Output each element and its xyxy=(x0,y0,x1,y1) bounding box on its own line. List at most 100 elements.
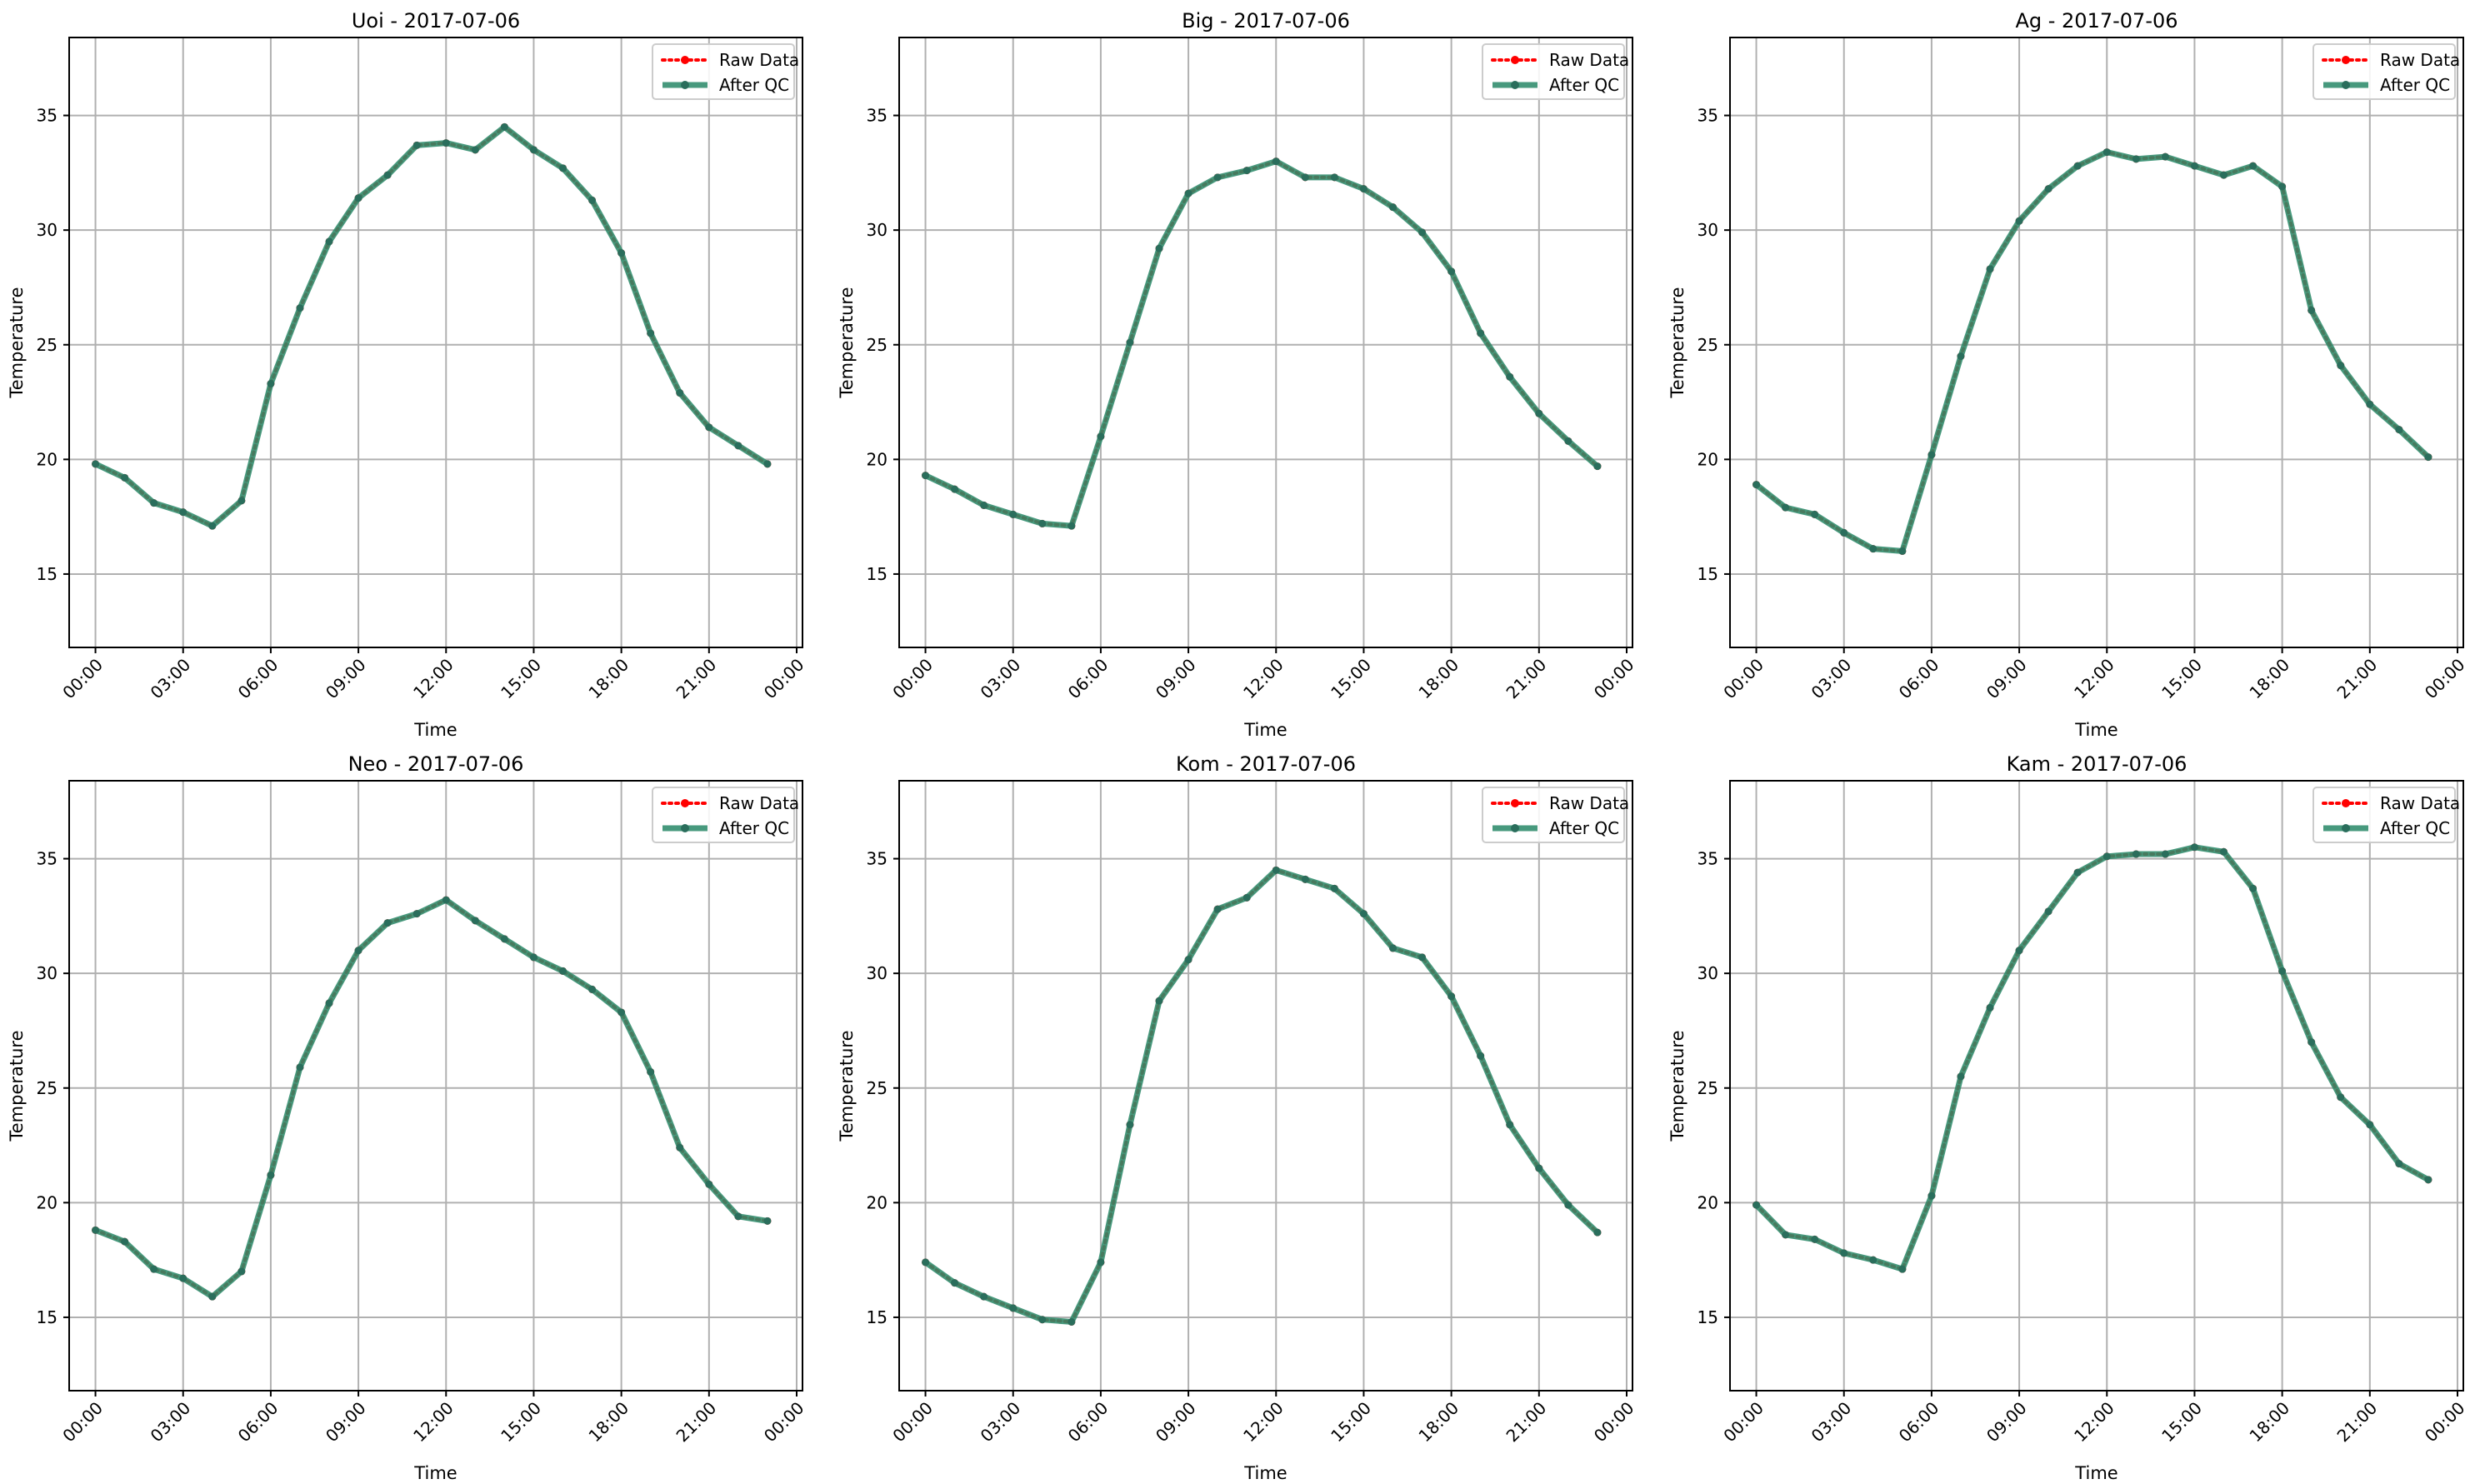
y-axis-label: Temperature xyxy=(837,287,857,398)
data-point-after-qc xyxy=(1418,953,1427,962)
x-tick-label: 06:00 xyxy=(234,655,282,703)
series-line-raw-data xyxy=(1754,150,2430,553)
y-tick-label: 30 xyxy=(1698,963,1718,983)
x-tick-label: 12:00 xyxy=(2070,655,2118,703)
data-point-after-qc xyxy=(1301,173,1309,182)
data-point-after-qc xyxy=(1869,545,1878,553)
y-tick-label: 35 xyxy=(37,849,58,869)
data-point-after-qc xyxy=(1782,1231,1790,1239)
data-point-after-qc xyxy=(2278,967,2287,975)
data-point-after-qc xyxy=(179,1274,188,1282)
chart-panel: 15 20 25 30 35 00:00 03:00 06:00 09:00 12:00 15:00… xyxy=(1668,752,2469,1483)
legend-label-after-qc: After QC xyxy=(1549,75,1619,95)
data-point-after-qc xyxy=(734,442,742,450)
data-point-after-qc xyxy=(1477,1052,1485,1060)
x-tick-label: 12:00 xyxy=(1239,1398,1288,1447)
y-tick-label: 30 xyxy=(867,220,888,240)
data-point-after-qc xyxy=(2015,947,2023,955)
legend-label-raw-data: Raw Data xyxy=(719,50,799,70)
data-point-after-qc xyxy=(2308,306,2316,314)
y-tick-label: 15 xyxy=(37,564,58,584)
x-tick-label: 15:00 xyxy=(1327,655,1375,703)
data-point-after-qc xyxy=(922,472,930,480)
data-point-after-qc xyxy=(1418,228,1427,237)
legend-marker-raw-data xyxy=(1511,56,1519,64)
data-point-after-qc xyxy=(92,1226,100,1234)
data-point-after-qc xyxy=(1359,185,1368,193)
data-point-after-qc xyxy=(1068,522,1076,530)
data-point-after-qc xyxy=(1869,1256,1878,1264)
data-point-after-qc xyxy=(2161,850,2169,858)
data-point-after-qc xyxy=(1155,244,1163,252)
data-point-after-qc xyxy=(208,522,217,530)
data-point-after-qc xyxy=(1009,510,1018,518)
data-point-after-qc xyxy=(647,1067,655,1076)
data-point-after-qc xyxy=(383,919,392,927)
x-tick-label: 12:00 xyxy=(409,655,458,703)
x-tick-label: 09:00 xyxy=(1152,655,1200,703)
x-tick-label: 03:00 xyxy=(147,655,195,703)
data-point-after-qc xyxy=(2073,868,2082,877)
y-tick-label: 15 xyxy=(1698,564,1718,584)
data-point-after-qc xyxy=(1184,189,1192,197)
y-tick-label: 25 xyxy=(867,1078,888,1098)
data-point-after-qc xyxy=(1272,866,1280,874)
data-point-after-qc xyxy=(1752,1201,1761,1209)
y-tick-label: 15 xyxy=(867,564,888,584)
data-point-after-qc xyxy=(1928,451,1936,459)
legend-marker-after-qc xyxy=(681,824,689,832)
x-tick-label: 00:00 xyxy=(1590,655,1638,703)
x-tick-label: 00:00 xyxy=(888,655,937,703)
y-tick-label: 20 xyxy=(1698,449,1718,469)
x-axis-label: Time xyxy=(2074,720,2118,740)
data-point-after-qc xyxy=(1564,1201,1572,1209)
x-tick-label: 21:00 xyxy=(1502,655,1551,703)
data-point-after-qc xyxy=(2102,852,2111,861)
y-axis-label: Temperature xyxy=(1668,1030,1688,1142)
data-point-after-qc xyxy=(529,146,538,154)
x-axis-label: Time xyxy=(1243,1463,1287,1483)
legend-marker-raw-data xyxy=(681,56,689,64)
data-point-after-qc xyxy=(442,896,450,904)
data-point-after-qc xyxy=(500,935,508,943)
data-point-after-qc xyxy=(618,1008,626,1017)
data-point-after-qc xyxy=(588,196,597,204)
x-tick-label: 21:00 xyxy=(2333,1398,2382,1447)
plot-area-frame xyxy=(898,780,1633,1392)
legend-marker-after-qc xyxy=(2342,824,2350,832)
x-tick-label: 06:00 xyxy=(1064,655,1112,703)
data-point-after-qc xyxy=(1564,437,1572,445)
data-point-after-qc xyxy=(500,122,508,131)
legend-marker-after-qc xyxy=(1511,824,1519,832)
data-point-after-qc xyxy=(618,249,626,257)
plot-area-frame xyxy=(1729,780,2464,1392)
data-point-after-qc xyxy=(2366,1121,2374,1129)
data-point-after-qc xyxy=(1986,1003,1994,1012)
data-point-after-qc xyxy=(1009,1304,1018,1312)
data-point-after-qc xyxy=(1272,157,1280,166)
chart-panel: 15 20 25 30 35 00:00 03:00 06:00 09:00 12:00 15:00… xyxy=(837,9,1638,740)
data-point-after-qc xyxy=(1782,503,1790,512)
x-tick-label: 03:00 xyxy=(1808,655,1856,703)
legend: Raw Data After QC xyxy=(1482,43,1629,100)
x-tick-label: 03:00 xyxy=(1808,1398,1856,1447)
x-tick-label: 15:00 xyxy=(1327,1398,1375,1447)
series-line-after-qc xyxy=(94,897,768,1300)
chart-panel: 15 20 25 30 35 00:00 03:00 06:00 09:00 12:00 15:00… xyxy=(7,9,808,740)
x-tick-label: 21:00 xyxy=(2333,655,2382,703)
x-tick-label: 12:00 xyxy=(409,1398,458,1447)
x-tick-label: 15:00 xyxy=(2158,655,2206,703)
legend-label-raw-data: Raw Data xyxy=(1549,50,1629,70)
legend-label-raw-data: Raw Data xyxy=(2380,50,2460,70)
series-line-after-qc xyxy=(923,867,1600,1325)
data-point-after-qc xyxy=(1038,519,1047,527)
chart-title: Kam - 2017-07-06 xyxy=(2007,752,2188,776)
x-tick-label: 00:00 xyxy=(1719,655,1768,703)
series-line-raw-data xyxy=(93,897,769,1299)
y-tick-label: 35 xyxy=(1698,849,1718,869)
data-point-after-qc xyxy=(763,1217,772,1225)
data-point-after-qc xyxy=(1928,1192,1936,1200)
x-axis-label: Time xyxy=(413,1463,457,1483)
legend-label-after-qc: After QC xyxy=(719,818,789,838)
data-point-after-qc xyxy=(179,508,188,517)
